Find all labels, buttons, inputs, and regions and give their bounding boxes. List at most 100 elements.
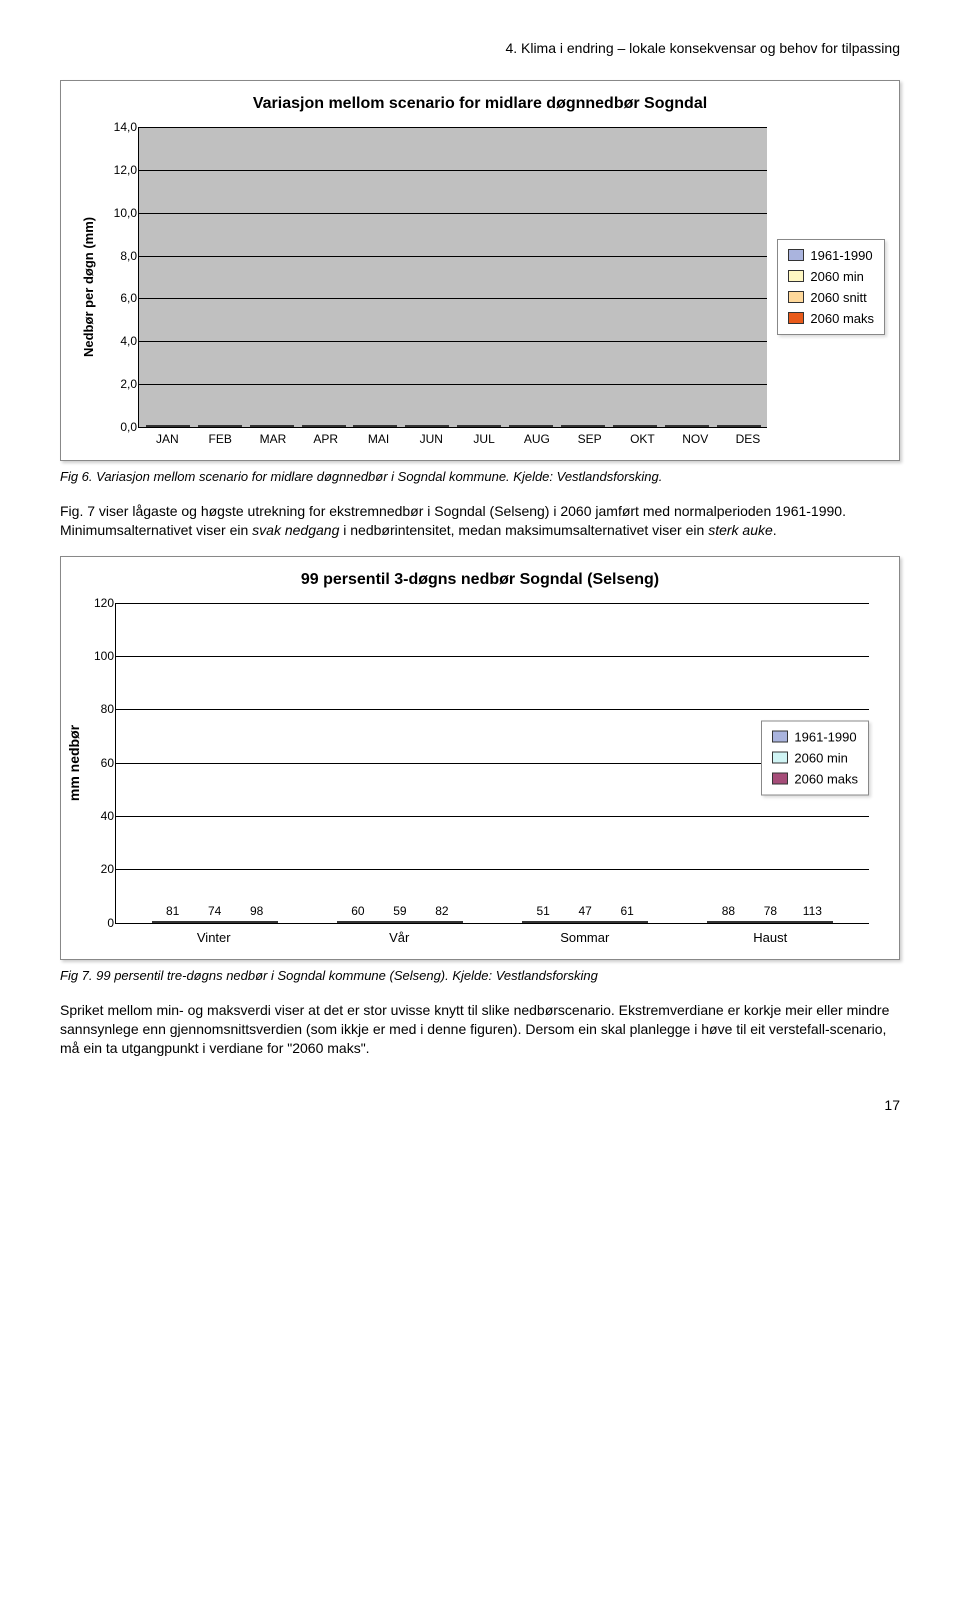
caption-fig7: Fig 7. 99 persentil tre-døgns nedbør i S… — [60, 968, 900, 983]
legend-label: 2060 maks — [794, 771, 858, 786]
page-number: 17 — [60, 1097, 900, 1113]
chart1-bar — [624, 425, 635, 427]
chart1-bar — [416, 425, 427, 427]
chart1-bar — [613, 425, 624, 427]
chart1-bar — [457, 425, 468, 427]
chart1-xtick: SEP — [566, 432, 613, 446]
chart1-group — [508, 425, 554, 427]
chart1-bar — [250, 425, 261, 427]
chart2-xlabels: VinterVårSommarHaust — [115, 924, 869, 945]
chart1-bar — [231, 425, 242, 427]
chart2-bar-label: 74 — [208, 904, 221, 918]
legend-swatch — [788, 270, 804, 282]
chart2-bar: 113 — [791, 921, 833, 923]
chart1-bar — [198, 425, 209, 427]
chart1-bar — [583, 425, 594, 427]
chart2-bar-label: 60 — [351, 904, 364, 918]
chart1-bar — [739, 425, 750, 427]
chart1-bar — [272, 425, 283, 427]
chart2-bar-label: 88 — [722, 904, 735, 918]
chart1-bar — [490, 425, 501, 427]
legend-swatch — [772, 773, 788, 785]
chart1-group — [612, 425, 658, 427]
chart2-bar: 81 — [152, 921, 194, 923]
chart1-bar — [261, 425, 272, 427]
chart1-group — [664, 425, 710, 427]
legend-swatch — [788, 249, 804, 261]
caption-fig6: Fig 6. Variasjon mellom scenario for mid… — [60, 469, 900, 484]
chart1-bar — [572, 425, 583, 427]
chart2-bar-label: 51 — [536, 904, 549, 918]
chart1-bar — [665, 425, 676, 427]
chart1-bar — [542, 425, 553, 427]
chart1-bar — [509, 425, 520, 427]
chart1-bar — [635, 425, 646, 427]
chart1-bar — [687, 425, 698, 427]
chart2-xtick: Sommar — [504, 930, 666, 945]
chart1-bar — [209, 425, 220, 427]
chart2-container: 99 persentil 3-døgns nedbør Sogndal (Sel… — [60, 556, 900, 960]
chart1-bar — [353, 425, 364, 427]
chart1-bar — [427, 425, 438, 427]
chart1-group — [197, 425, 243, 427]
chart1-group — [716, 425, 762, 427]
chart2-bar: 74 — [194, 921, 236, 923]
chart1-bar — [386, 425, 397, 427]
chart1-bar — [646, 425, 657, 427]
chart1-bar — [375, 425, 386, 427]
chart2-title: 99 persentil 3-døgns nedbør Sogndal (Sel… — [75, 571, 885, 589]
legend-row: 2060 min — [772, 750, 858, 765]
legend-row: 1961-1990 — [772, 729, 858, 744]
chart2-group: 817498 — [134, 921, 295, 923]
chart2-yticks: 020406080100120 — [80, 603, 114, 923]
chart1-bar — [531, 425, 542, 427]
legend-row: 2060 maks — [772, 771, 858, 786]
chart1-bar — [313, 425, 324, 427]
chart1-group — [560, 425, 606, 427]
chart1-title: Variasjon mellom scenario for midlare dø… — [75, 95, 885, 113]
chart1-xtick: MAR — [250, 432, 297, 446]
chart1-group — [456, 425, 502, 427]
chart1-bar — [438, 425, 449, 427]
chart1-bar — [283, 425, 294, 427]
chart2-bar-label: 47 — [578, 904, 591, 918]
legend-label: 1961-1990 — [810, 248, 872, 263]
chart2-bar-label: 113 — [803, 904, 822, 918]
chart2-bar: 78 — [749, 921, 791, 923]
chart1-bar — [468, 425, 479, 427]
chart1-bar — [698, 425, 709, 427]
paragraph-2: Spriket mellom min- og maksverdi viser a… — [60, 1001, 900, 1058]
chart2-bar: 88 — [707, 921, 749, 923]
chart1-xtick: NOV — [672, 432, 719, 446]
chart1-xtick: FEB — [197, 432, 244, 446]
chart1-legend: 1961-1990 2060 min 2060 snitt 2060 maks — [777, 239, 885, 335]
legend-swatch — [772, 731, 788, 743]
chart1-xtick: APR — [302, 432, 349, 446]
chart2-bar-label: 98 — [250, 904, 263, 918]
paragraph-1: Fig. 7 viser lågaste og høgste utrekning… — [60, 502, 900, 540]
chart1-bar — [717, 425, 728, 427]
chart1-xtick: JUL — [461, 432, 508, 446]
chart1-group — [249, 425, 295, 427]
chart1-group — [301, 425, 347, 427]
chart1-group — [353, 425, 399, 427]
chart1-xtick: DES — [725, 432, 772, 446]
chart1-bar — [676, 425, 687, 427]
chart1-bar — [168, 425, 179, 427]
chart1-bar — [479, 425, 490, 427]
chart1-bar — [146, 425, 157, 427]
chart2-group: 8878113 — [690, 921, 851, 923]
chart1-group — [145, 425, 191, 427]
chart2-bar-label: 82 — [435, 904, 448, 918]
page-header: 4. Klima i endring – lokale konsekvensar… — [60, 40, 900, 56]
legend-label: 2060 snitt — [810, 290, 866, 305]
chart2-group: 514761 — [505, 921, 666, 923]
chart1-bar — [561, 425, 572, 427]
legend-row: 2060 maks — [788, 311, 874, 326]
chart1-ylabel: Nedbør per døgn (mm) — [75, 127, 102, 446]
legend-label: 2060 min — [810, 269, 863, 284]
chart2-legend: 1961-1990 2060 min 2060 maks — [761, 720, 869, 795]
legend-swatch — [772, 752, 788, 764]
chart1-xtick: JAN — [144, 432, 191, 446]
chart1-container: Variasjon mellom scenario for midlare dø… — [60, 80, 900, 461]
